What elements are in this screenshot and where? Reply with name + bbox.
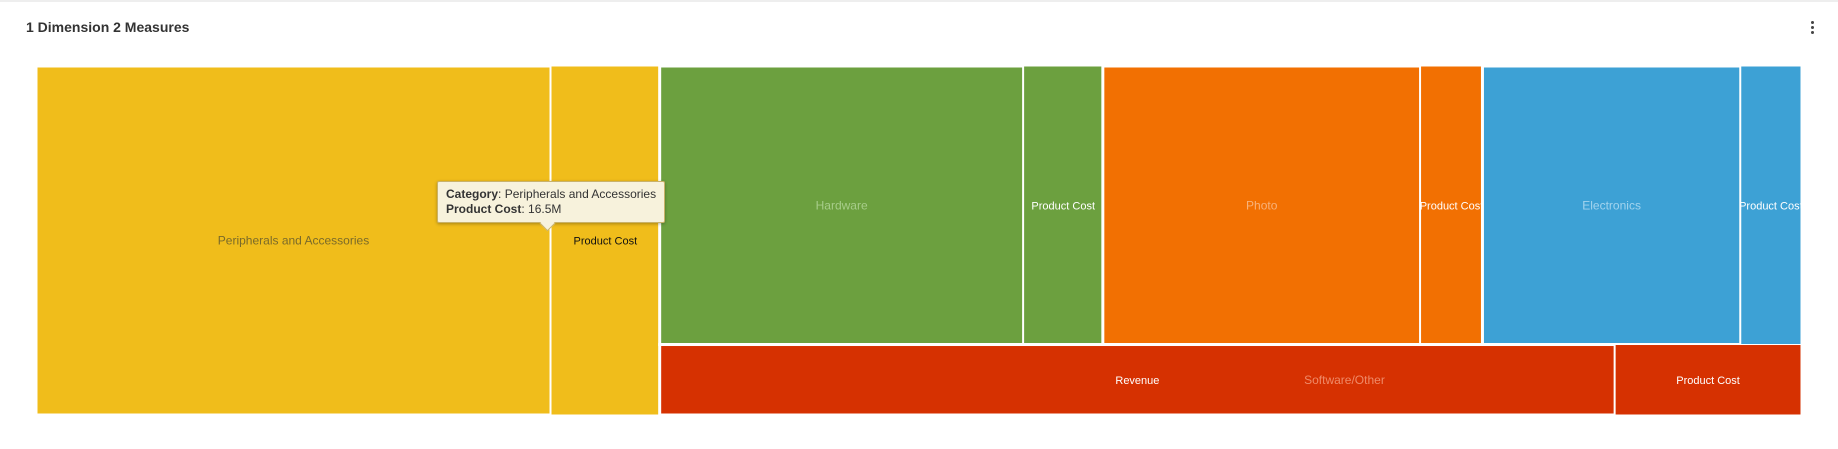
treemap-category-label-electronics: Electronics: [1582, 198, 1641, 212]
treemap-cell-software-other-revenue[interactable]: [658, 343, 1617, 415]
treemap-category-label-peripherals-and-accessories: Peripherals and Accessories: [218, 234, 369, 248]
treemap-cell-label-electronics-product-cost: Product Cost: [1739, 200, 1801, 212]
more-vert-icon[interactable]: [1806, 18, 1820, 38]
treemap-cell-label-software-other-revenue: Revenue: [1115, 375, 1159, 387]
chart-title: 1 Dimension 2 Measures: [26, 19, 190, 35]
tooltip-category-label: Category: [446, 187, 499, 201]
treemap-cell-label-software-other-product-cost: Product Cost: [1676, 375, 1740, 387]
treemap-tooltip: Category: Peripherals and Accessories Pr…: [437, 181, 666, 232]
treemap-cell-peripherals-and-accessories-product-cost[interactable]: [550, 66, 661, 415]
tooltip-measure-label: Product Cost: [446, 202, 522, 216]
treemap-cell-electronics-revenue[interactable]: [1480, 66, 1743, 347]
treemap-category-label-hardware: Hardware: [816, 198, 868, 212]
treemap-group-hardware[interactable]: Product Cost Hardware: [658, 66, 1104, 347]
treemap-cell-software-other-product-cost[interactable]: [1614, 344, 1801, 415]
tooltip-measure-value: 16.5M: [528, 202, 562, 216]
treemap-group-software-other[interactable]: Revenue Product Cost Software/Other: [658, 343, 1801, 415]
treemap-category-label-software-other: Software/Other: [1304, 373, 1385, 387]
treemap-cell-label-peripherals-and-accessories-product-cost: Product Cost: [574, 236, 638, 248]
tooltip-category-value: Peripherals and Accessories: [504, 187, 657, 201]
treemap-group-photo[interactable]: Product Cost Photo: [1101, 66, 1484, 347]
top-divider: [0, 0, 1838, 2]
treemap-category-label-photo: Photo: [1246, 198, 1278, 212]
treemap-group-electronics[interactable]: Product Cost Electronics: [1480, 66, 1801, 347]
treemap-cell-photo-revenue[interactable]: [1101, 66, 1423, 347]
treemap-cell-label-photo-product-cost: Product Cost: [1420, 200, 1484, 212]
treemap-cell-label-hardware-product-cost: Product Cost: [1031, 200, 1095, 212]
treemap-cell-hardware-product-cost[interactable]: [1023, 66, 1104, 346]
